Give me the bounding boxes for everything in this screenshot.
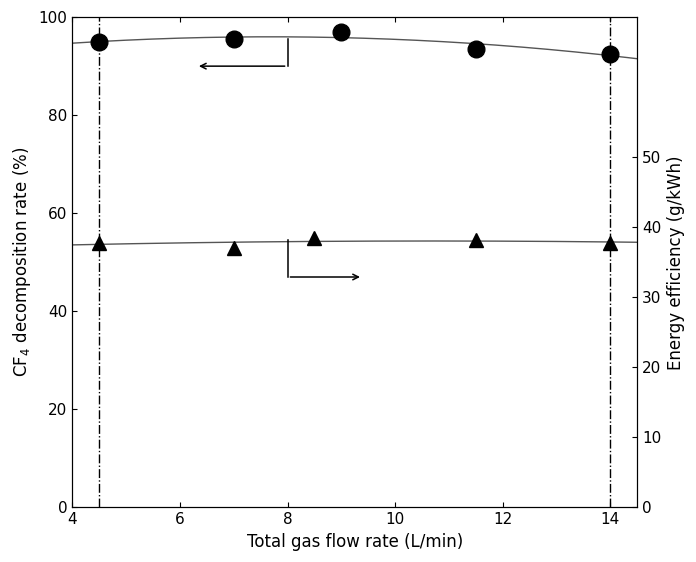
Y-axis label: CF$_4$ decomposition rate (%): CF$_4$ decomposition rate (%)	[11, 147, 33, 378]
X-axis label: Total gas flow rate (L/min): Total gas flow rate (L/min)	[246, 533, 463, 551]
Y-axis label: Energy efficiency (g/kWh): Energy efficiency (g/kWh)	[667, 155, 685, 370]
